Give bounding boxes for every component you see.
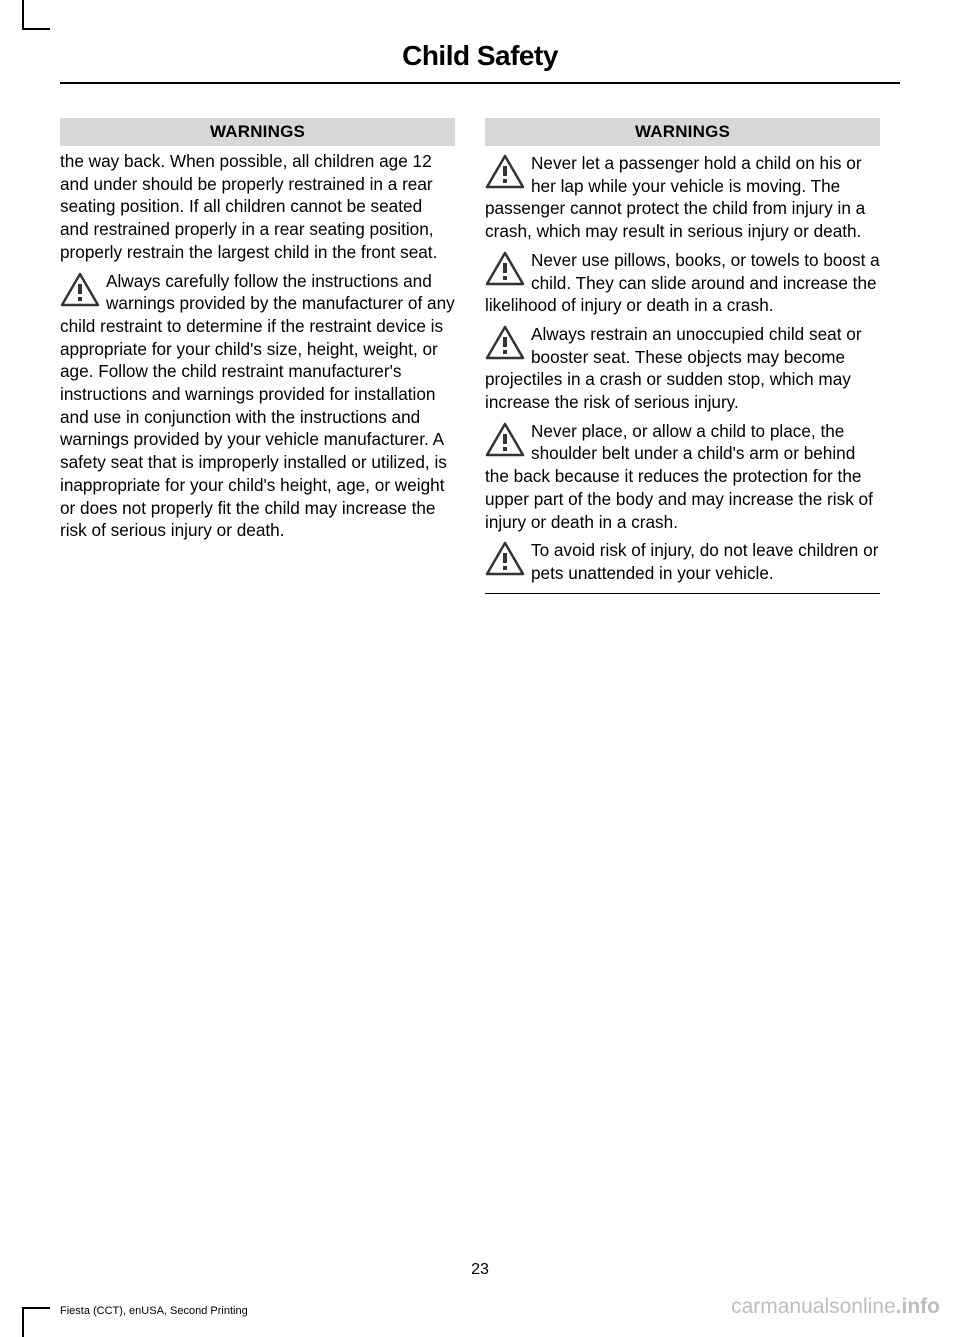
watermark-text-a: carmanualsonline xyxy=(731,1295,896,1318)
warning-text: Never place, or allow a child to place, … xyxy=(485,420,880,534)
two-column-layout: WARNINGS the way back. When possible, al… xyxy=(60,118,900,594)
warning-block: Always carefully follow the instructions… xyxy=(60,270,455,542)
warning-block: Always restrain an unoccupied child seat… xyxy=(485,323,880,414)
warning-triangle-icon xyxy=(485,422,525,458)
right-column: WARNINGS Never let a passenger hold a ch… xyxy=(485,118,880,594)
crop-mark-bottom-left xyxy=(22,1307,50,1337)
warning-triangle-icon xyxy=(485,154,525,190)
warning-text: Never let a passenger hold a child on hi… xyxy=(485,152,880,243)
warning-text: Always restrain an unoccupied child seat… xyxy=(485,323,880,414)
warning-text: To avoid risk of injury, do not leave ch… xyxy=(485,539,880,584)
watermark-text-b: .info xyxy=(896,1295,940,1318)
warning-triangle-icon xyxy=(485,541,525,577)
warning-triangle-icon xyxy=(60,272,100,308)
warning-block: To avoid risk of injury, do not leave ch… xyxy=(485,539,880,584)
footer-publication-info: Fiesta (CCT), enUSA, Second Printing xyxy=(60,1305,248,1317)
warning-text: Never use pillows, books, or towels to b… xyxy=(485,249,880,317)
crop-mark-top-left xyxy=(22,0,50,30)
title-rule xyxy=(60,82,900,84)
section-end-rule xyxy=(485,593,880,594)
warning-triangle-icon xyxy=(485,251,525,287)
warnings-header-right: WARNINGS xyxy=(485,118,880,146)
page-number: 23 xyxy=(0,1261,960,1279)
left-column: WARNINGS the way back. When possible, al… xyxy=(60,118,455,594)
warning-block: Never use pillows, books, or towels to b… xyxy=(485,249,880,317)
watermark: carmanualsonline.info xyxy=(731,1295,940,1319)
warnings-header-left: WARNINGS xyxy=(60,118,455,146)
page-content: Child Safety WARNINGS the way back. When… xyxy=(60,40,900,594)
warning-block: Never place, or allow a child to place, … xyxy=(485,420,880,534)
warning-triangle-icon xyxy=(485,325,525,361)
intro-paragraph: the way back. When possible, all childre… xyxy=(60,150,455,264)
warning-text: Always carefully follow the instructions… xyxy=(60,270,455,542)
chapter-title: Child Safety xyxy=(60,40,900,72)
warning-block: Never let a passenger hold a child on hi… xyxy=(485,152,880,243)
